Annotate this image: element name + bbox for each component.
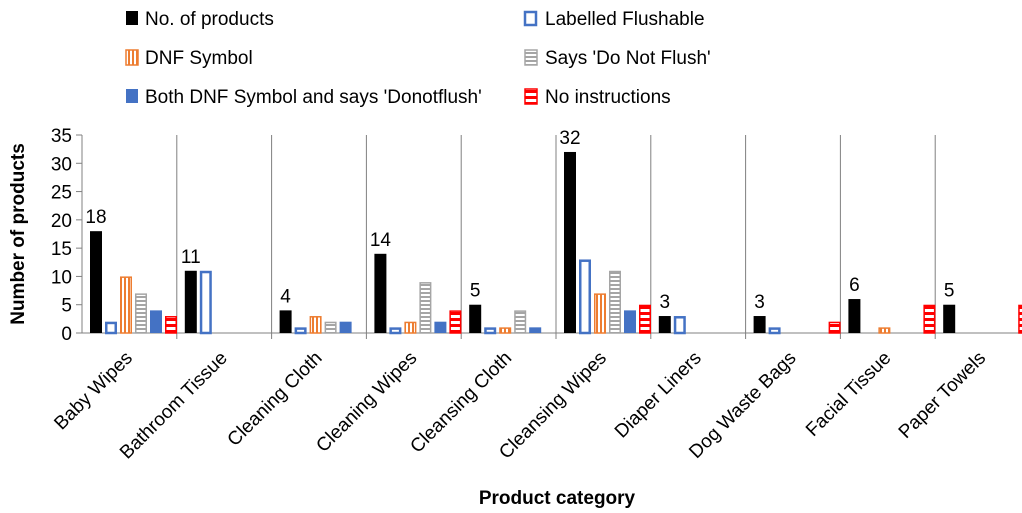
y-tick-label: 35 bbox=[51, 126, 72, 147]
legend-label-dnf-symbol: DNF Symbol bbox=[145, 48, 253, 69]
x-axis-title: Product category bbox=[479, 488, 636, 509]
data-label-baby-wipes: 18 bbox=[85, 207, 106, 228]
data-label-cleansing-cloth: 5 bbox=[470, 281, 481, 302]
bar-labelled-flushable-cleansing-wipes bbox=[579, 259, 591, 335]
data-label-cleaning-cloth: 4 bbox=[280, 286, 291, 307]
bar-no-instructions-dog-waste-bags bbox=[828, 321, 841, 334]
category-label-cleansing-cloth: Cleansing Cloth bbox=[406, 348, 516, 458]
bar-no-instructions-paper-towels bbox=[1018, 304, 1022, 334]
bar-labelled-flushable-bathroom-tissue bbox=[199, 270, 212, 335]
y-tick-label: 15 bbox=[51, 239, 72, 260]
y-tick-label: 30 bbox=[51, 154, 72, 175]
bar-no-instructions-cleaning-wipes bbox=[449, 310, 462, 334]
bar-both-dnf-symbol-and-says-donotflush-cleaning-cloth bbox=[339, 321, 352, 333]
bar-says-do-not-flush-cleaning-cloth bbox=[324, 321, 337, 334]
bar-no-of-products-paper-towels bbox=[943, 304, 956, 333]
y-tick-label: 5 bbox=[61, 296, 72, 317]
data-label-diaper-liners: 3 bbox=[660, 292, 671, 313]
bar-dnf-symbol-cleansing-cloth bbox=[499, 327, 512, 334]
legend-label-no-instructions: No instructions bbox=[545, 87, 671, 108]
bar-labelled-flushable-cleaning-cloth bbox=[294, 327, 307, 335]
legend-label-both-dnf: Both DNF Symbol and says 'Donotflush' bbox=[145, 87, 482, 108]
bar-both-dnf-symbol-and-says-donotflush-cleaning-wipes bbox=[434, 321, 447, 333]
bar-both-dnf-symbol-and-says-donotflush-cleansing-wipes bbox=[624, 310, 636, 333]
bar-no-of-products-baby-wipes bbox=[90, 231, 102, 333]
bar-no-of-products-cleaning-wipes bbox=[374, 253, 387, 333]
bar-labelled-flushable-diaper-liners bbox=[673, 316, 686, 335]
category-label-baby-wipes: Baby Wipes bbox=[50, 348, 137, 435]
data-label-cleansing-wipes: 32 bbox=[559, 128, 580, 149]
legend-label-says-do-not-flush: Says 'Do Not Flush' bbox=[545, 48, 711, 69]
data-label-bathroom-tissue: 11 bbox=[181, 247, 201, 268]
legend-swatch-no-of-products bbox=[126, 11, 138, 25]
bar-labelled-flushable-dog-waste-bags bbox=[768, 327, 781, 335]
bar-no-of-products-facial-tissue bbox=[848, 299, 861, 333]
bar-labelled-flushable-cleaning-wipes bbox=[389, 327, 402, 335]
legend-swatch-dnf-symbol bbox=[125, 49, 139, 66]
y-tick-label: 20 bbox=[51, 211, 72, 232]
bar-both-dnf-symbol-and-says-donotflush-cleansing-cloth bbox=[529, 327, 542, 333]
category-label-cleaning-cloth: Cleaning Cloth bbox=[224, 348, 327, 451]
bar-dnf-symbol-cleansing-wipes bbox=[594, 293, 606, 334]
bar-labelled-flushable-baby-wipes bbox=[105, 321, 117, 335]
category-label-paper-towels: Paper Towels bbox=[895, 348, 990, 443]
legend: No. of products Labelled Flushable DNF S… bbox=[125, 9, 711, 108]
data-label-paper-towels: 5 bbox=[944, 281, 955, 302]
bar-no-of-products-cleansing-wipes bbox=[564, 151, 576, 333]
bar-no-instructions-baby-wipes bbox=[165, 316, 177, 334]
bar-no-of-products-cleaning-cloth bbox=[279, 310, 292, 333]
bar-no-instructions-facial-tissue bbox=[923, 304, 936, 334]
bar-labelled-flushable-cleansing-cloth bbox=[484, 327, 497, 335]
bar-says-do-not-flush-cleansing-cloth bbox=[514, 310, 527, 334]
bar-says-do-not-flush-cleansing-wipes bbox=[609, 270, 621, 334]
category-label-diaper-liners: Diaper Liners bbox=[611, 348, 706, 443]
legend-swatch-labelled-flushable bbox=[523, 10, 538, 27]
bar-dnf-symbol-facial-tissue bbox=[878, 327, 891, 334]
bar-says-do-not-flush-cleaning-wipes bbox=[419, 282, 432, 334]
y-tick-label: 25 bbox=[51, 183, 72, 204]
y-tick-label: 0 bbox=[61, 324, 72, 345]
legend-swatch-no-instructions bbox=[524, 88, 538, 105]
bar-dnf-symbol-cleaning-cloth bbox=[309, 316, 322, 334]
bar-no-of-products-bathroom-tissue bbox=[184, 270, 197, 333]
bar-no-of-products-dog-waste-bags bbox=[753, 316, 766, 333]
legend-swatch-both-dnf bbox=[126, 89, 138, 103]
data-label-facial-tissue: 6 bbox=[849, 275, 860, 296]
legend-label-no-of-products: No. of products bbox=[145, 9, 274, 30]
bar-no-instructions-cleansing-wipes bbox=[639, 304, 651, 334]
category-label-cleaning-wipes: Cleaning Wipes bbox=[312, 348, 421, 457]
bar-dnf-symbol-baby-wipes bbox=[120, 276, 132, 334]
bar-says-do-not-flush-baby-wipes bbox=[135, 293, 147, 334]
bar-no-of-products-diaper-liners bbox=[658, 316, 671, 333]
bar-dnf-symbol-cleaning-wipes bbox=[404, 321, 417, 334]
legend-swatch-says-do-not-flush bbox=[524, 49, 538, 66]
bar-no-of-products-cleansing-cloth bbox=[469, 304, 482, 333]
y-axis-title: Number of products bbox=[8, 143, 29, 325]
bar-both-dnf-symbol-and-says-donotflush-baby-wipes bbox=[150, 310, 162, 333]
category-label-facial-tissue: Facial Tissue bbox=[802, 348, 895, 441]
data-label-dog-waste-bags: 3 bbox=[754, 292, 765, 313]
legend-label-labelled-flushable: Labelled Flushable bbox=[545, 9, 705, 30]
y-tick-label: 10 bbox=[51, 267, 72, 288]
data-label-cleaning-wipes: 14 bbox=[370, 230, 392, 251]
